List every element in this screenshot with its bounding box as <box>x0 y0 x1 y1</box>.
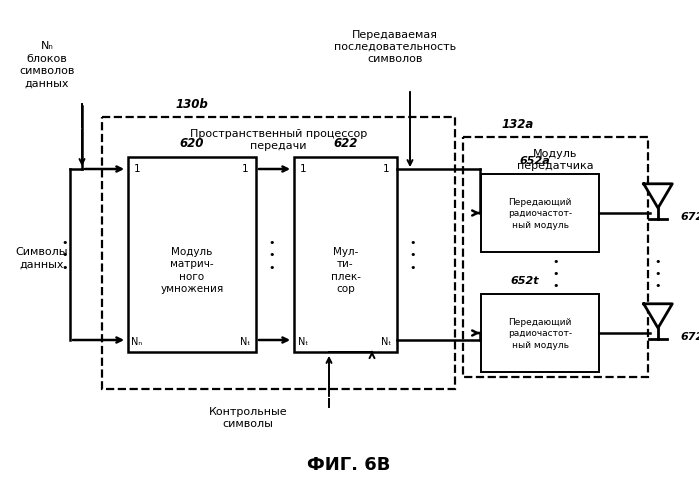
Text: •
•
•: • • • <box>552 256 559 291</box>
Text: Модуль
передатчика: Модуль передатчика <box>517 149 594 171</box>
Text: Символы
данных: Символы данных <box>16 246 69 269</box>
Bar <box>481 175 599 253</box>
Bar <box>481 294 599 372</box>
Text: •
•
•: • • • <box>268 238 275 272</box>
Bar <box>102 118 455 389</box>
Text: Передающий
радиочастот-
ный модуль: Передающий радиочастот- ный модуль <box>508 318 572 349</box>
Text: 672a: 672a <box>680 212 699 222</box>
Text: 620: 620 <box>180 137 204 150</box>
Text: Пространственный процессор
передачи: Пространственный процессор передачи <box>190 129 367 151</box>
Text: Контрольные
символы: Контрольные символы <box>209 406 287 428</box>
Text: •
•
•: • • • <box>62 238 69 272</box>
Polygon shape <box>644 184 672 209</box>
Text: 130b: 130b <box>175 97 208 110</box>
Text: ФИГ. 6В: ФИГ. 6В <box>308 455 391 473</box>
Text: 132a: 132a <box>502 117 534 130</box>
Text: 1: 1 <box>134 164 140 174</box>
Text: Модуль
матрич-
ного
умножения: Модуль матрич- ного умножения <box>160 246 224 293</box>
Bar <box>128 158 256 352</box>
Text: Nₙ
блоков
символов
данных: Nₙ блоков символов данных <box>20 41 75 89</box>
Bar <box>463 138 648 377</box>
Text: 1: 1 <box>300 164 306 174</box>
Text: 652a: 652a <box>519 156 550 166</box>
Text: Передаваемая
последовательность
символов: Передаваемая последовательность символов <box>334 30 456 64</box>
Text: Nₜ: Nₜ <box>381 336 391 346</box>
Polygon shape <box>644 304 672 328</box>
Text: Nₜ: Nₜ <box>240 336 250 346</box>
Text: 622: 622 <box>333 137 358 150</box>
Text: •
•
•: • • • <box>655 256 661 291</box>
Text: 652t: 652t <box>511 275 540 286</box>
Text: Nₙ: Nₙ <box>131 336 143 346</box>
Bar <box>294 158 397 352</box>
Text: 1: 1 <box>242 164 248 174</box>
Text: Nₜ: Nₜ <box>298 336 308 346</box>
Text: 672t: 672t <box>680 332 699 341</box>
Text: Мул-
ти-
плек-
сор: Мул- ти- плек- сор <box>331 246 361 293</box>
Text: Передающий
радиочастот-
ный модуль: Передающий радиочастот- ный модуль <box>508 198 572 229</box>
Text: •
•
•: • • • <box>410 238 416 272</box>
Text: 1: 1 <box>382 164 389 174</box>
